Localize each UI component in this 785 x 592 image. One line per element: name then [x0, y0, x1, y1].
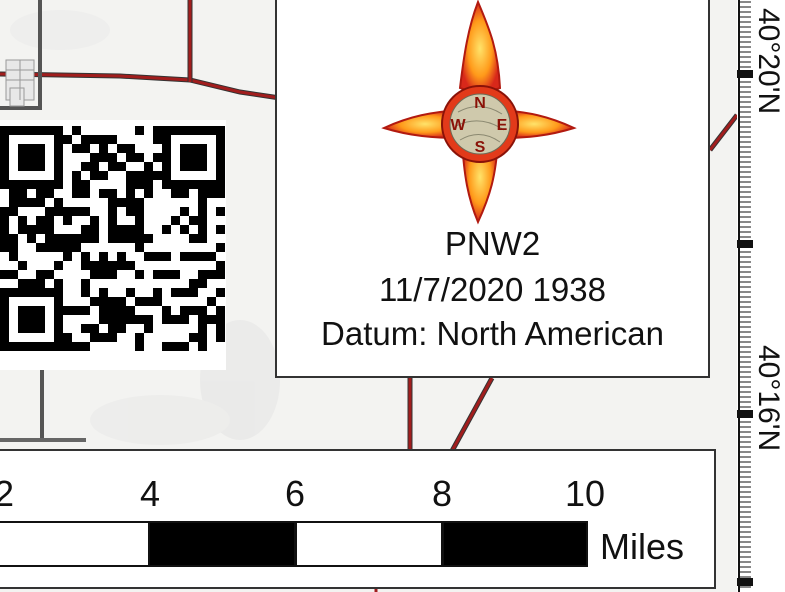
graticule-ticks: [737, 0, 753, 592]
map-date-time: 11/7/2020 1938: [379, 271, 606, 308]
compass-south-label: S: [475, 139, 486, 156]
scale-tick-label: 8: [431, 473, 453, 514]
scale-segment-black: [148, 521, 296, 567]
scale-tick-label: 6: [284, 473, 306, 514]
scale-tick-label: 4: [139, 473, 161, 514]
compass-north-label: N: [474, 95, 486, 112]
map-name: PNW2: [444, 225, 541, 262]
scale-tick-label: 2: [0, 473, 15, 514]
legend-panel: N S W E PNW2 11/7/2020 1938 Datum: North…: [275, 0, 710, 378]
town-blocks: [5, 59, 35, 107]
scale-units: Miles: [600, 526, 685, 567]
road-grey-west: [0, 0, 42, 110]
scale-segment-black: [442, 521, 588, 567]
compass-east-label: E: [497, 117, 508, 134]
map-datum: Datum: North American: [321, 315, 664, 352]
compass-west-label: W: [450, 117, 466, 134]
north-flame: [458, 0, 502, 97]
scale-segment-white: [295, 521, 443, 567]
latitude-label-top: 40°20'N: [752, 8, 785, 115]
qr-code[interactable]: [0, 120, 226, 370]
scale-segment-white: [0, 521, 150, 567]
roads: [0, 0, 739, 592]
latitude-label-bottom: 40°16'N: [752, 345, 785, 452]
scale-tick-label: 10: [564, 473, 606, 514]
qr-code-image: [0, 126, 225, 351]
graticule-border: 40°20'N 40°16'N: [737, 0, 785, 592]
scale-bar: 2 4 6 8 10 Miles: [0, 449, 716, 589]
compass-rose-icon: N S W E: [381, 0, 577, 225]
